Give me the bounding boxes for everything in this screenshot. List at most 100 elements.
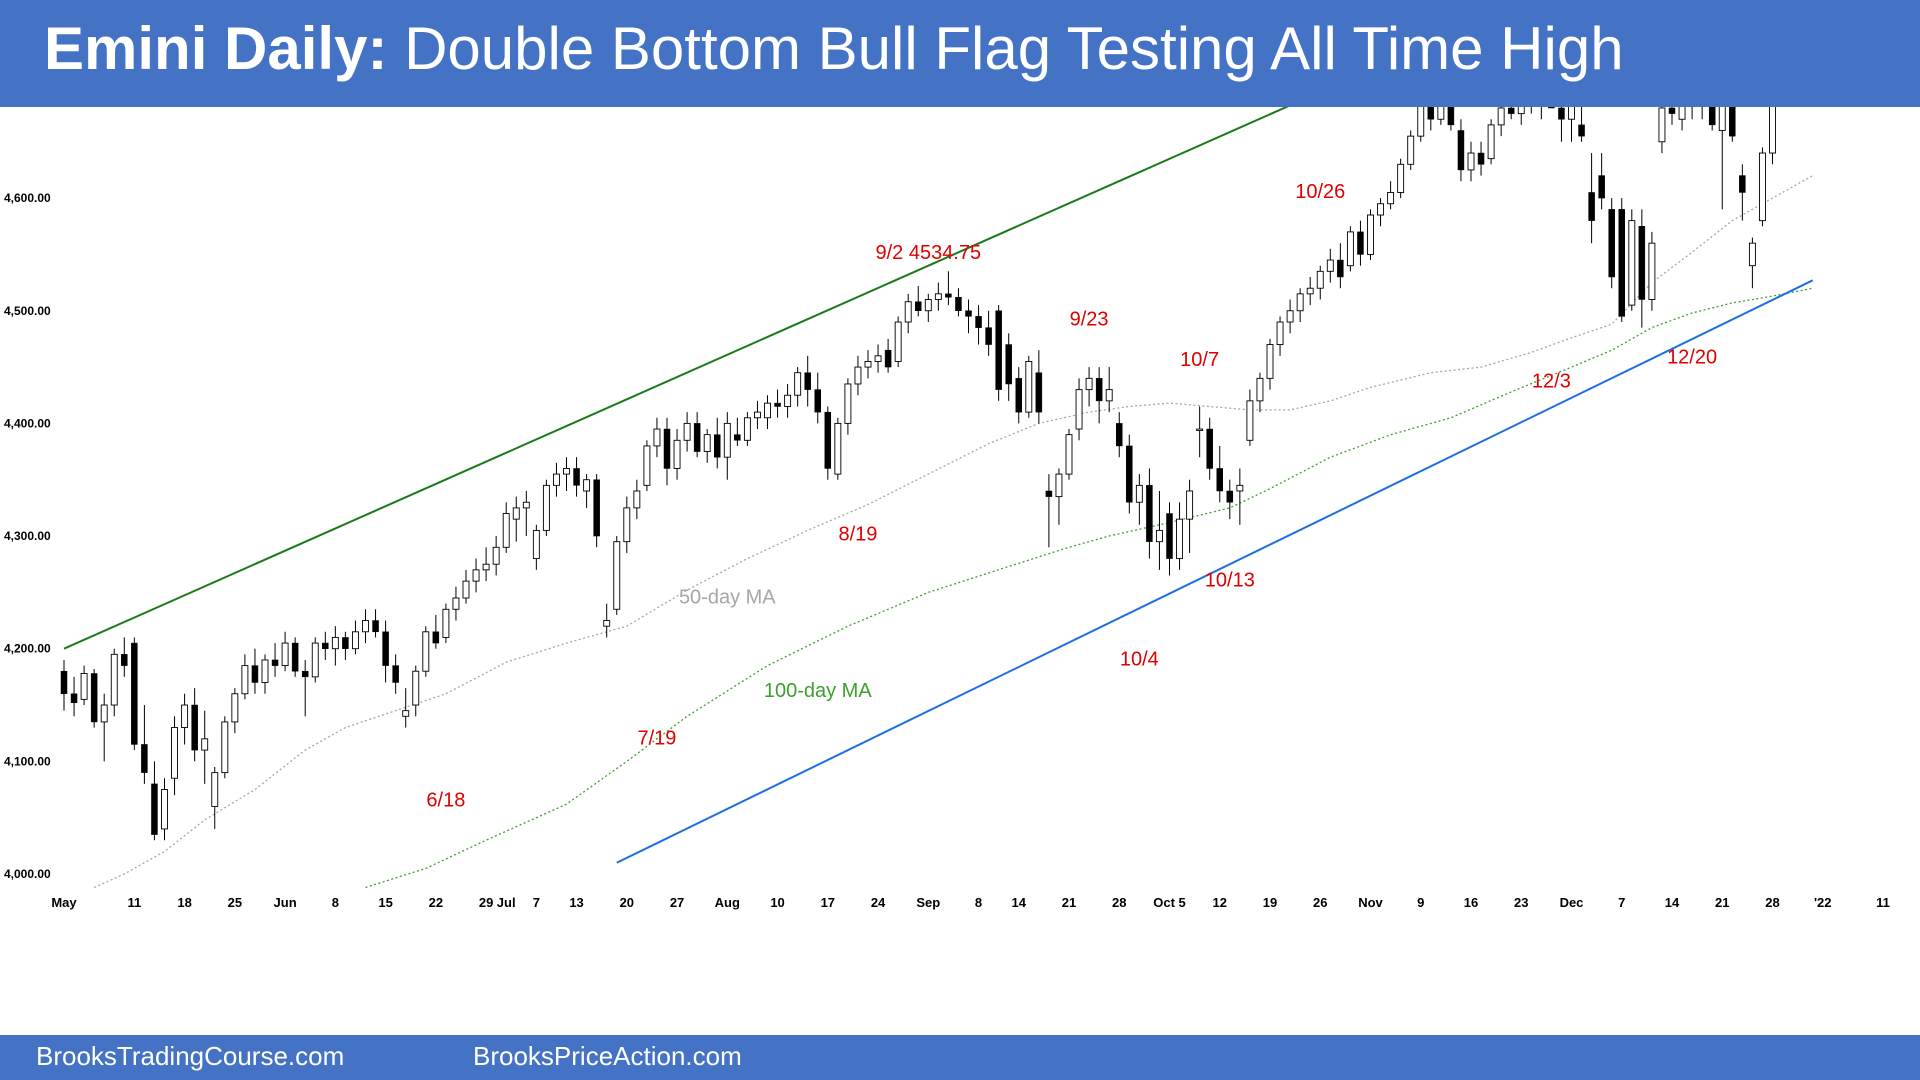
candle-body-bull [1306, 287, 1314, 295]
candle [985, 310, 992, 356]
candle-body-bear [663, 428, 671, 469]
candle [1447, 107, 1455, 131]
x-tick-label: 13 [569, 895, 583, 910]
candle-body-bear [1457, 130, 1465, 171]
x-tick-label: 19 [1263, 895, 1277, 910]
candle [663, 417, 671, 486]
candle [774, 389, 781, 418]
candle-body-bear [291, 642, 299, 672]
footer-link-price-action[interactable]: BrooksPriceAction.com [473, 1041, 742, 1071]
candle-body-bull [1748, 242, 1756, 267]
annotation-label: 10/7 [1180, 349, 1219, 371]
candle-body-bear [1337, 259, 1344, 278]
candle-body-bear [301, 670, 309, 678]
candle [673, 429, 681, 480]
candle [1015, 367, 1022, 424]
x-tick-label: 27 [670, 895, 684, 910]
candle [1739, 164, 1746, 221]
x-tick-label: 11 [127, 895, 141, 910]
candle [392, 654, 399, 694]
candle-body-bull [1718, 107, 1726, 131]
x-tick-label: Nov [1358, 895, 1383, 910]
candle [482, 547, 490, 582]
candle-body-bull [633, 490, 641, 509]
x-tick-label: 22 [429, 895, 443, 910]
candle-body-bull [402, 710, 410, 717]
candle [794, 367, 802, 407]
x-tick-label: 8 [975, 895, 982, 910]
candle-body-bear [432, 631, 440, 644]
candle-body-bull [281, 642, 289, 667]
candle [1437, 107, 1445, 125]
candle-body-bull [1678, 107, 1686, 120]
candle [80, 665, 88, 706]
candle-body-bull [522, 501, 530, 509]
x-tick-label: 10 [770, 895, 784, 910]
candle-body-bull [553, 473, 560, 486]
candle [934, 282, 942, 311]
candle [1477, 141, 1485, 176]
candle-body-bear [1216, 468, 1223, 492]
candle-body-bull [452, 597, 460, 610]
candle [522, 490, 530, 537]
candle [1658, 107, 1666, 154]
ma-50-label: 50-day MA [679, 587, 776, 609]
candle-body-bear [1126, 445, 1133, 503]
candle-body-bear [1226, 490, 1234, 503]
y-tick-label: 4,100.00 [4, 754, 51, 768]
candle [714, 417, 721, 469]
candle [1186, 479, 1194, 553]
candle-body-bull [1256, 377, 1264, 402]
candle [1095, 367, 1103, 424]
candle [1678, 107, 1686, 131]
footer-banner [0, 1035, 1920, 1080]
candle [231, 688, 239, 734]
candle [975, 305, 982, 345]
x-tick-label: 9 [1417, 895, 1424, 910]
candle [271, 643, 279, 677]
candle [1701, 107, 1703, 120]
candle [1266, 338, 1274, 390]
candle-body-bear [90, 673, 98, 723]
candle [311, 637, 319, 683]
candle-body-bull [844, 383, 852, 424]
candle-body-bear [945, 293, 952, 298]
candle-body-bear [1206, 428, 1213, 469]
candle [151, 761, 158, 841]
x-tick-label: 11 [1876, 895, 1890, 910]
candles [60, 107, 1776, 841]
candle-body-bear [1427, 107, 1435, 120]
candle-body-bear [322, 642, 329, 649]
candle-body-bull [462, 580, 470, 599]
candle [1648, 231, 1656, 311]
candle [1166, 502, 1173, 576]
candle [1256, 372, 1264, 413]
x-tick-label: 23 [1514, 895, 1528, 910]
candle [291, 637, 299, 677]
candle [1346, 226, 1354, 272]
footer-link-trading-course[interactable]: BrooksTradingCourse.com [36, 1041, 345, 1071]
channel-lower-line [616, 279, 1814, 864]
candle-body-bear [1739, 175, 1746, 193]
candle-body-bear [191, 704, 198, 751]
candle-body-bear [1015, 378, 1022, 413]
candle-body-bull [1387, 192, 1395, 205]
candle-body-bull [1437, 107, 1445, 120]
candle-body-bull [502, 513, 510, 548]
candle-body-bull [1377, 203, 1385, 216]
candle-body-bear [70, 693, 78, 704]
candle [1758, 147, 1766, 227]
candle [1417, 107, 1425, 142]
candle [161, 778, 168, 841]
candle-body-bear [382, 631, 389, 666]
candle-body-bear [1357, 231, 1364, 255]
candle [502, 502, 510, 553]
candle-body-bull [261, 659, 269, 683]
candle [1487, 119, 1495, 165]
candle [342, 631, 349, 660]
candle-body-bear [392, 665, 399, 683]
annotation-label: 9/23 [1070, 308, 1109, 330]
candle-body-bear [1045, 490, 1053, 497]
candle-body-bull [1186, 490, 1194, 520]
candle-body-bull [482, 563, 490, 571]
